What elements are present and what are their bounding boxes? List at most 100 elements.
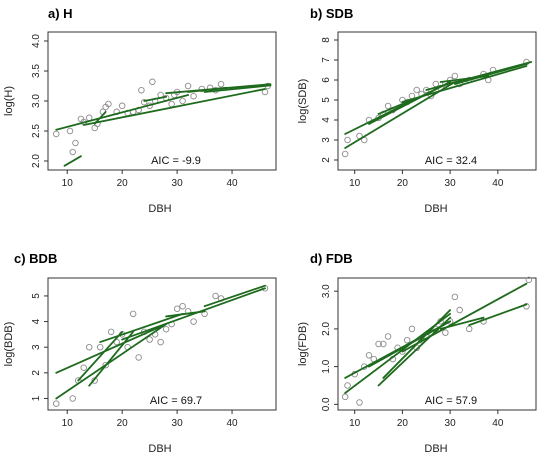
chart-2-y-tick-label: 3 [321, 137, 332, 143]
chart-3-data-point [96, 343, 104, 351]
chart-3-data-point [179, 302, 186, 310]
chart-2-x-tick-label: 30 [445, 178, 457, 189]
chart-3-data-point [146, 336, 153, 343]
chart-2-fit-line [377, 99, 413, 115]
chart-3-data-point [52, 400, 60, 407]
chart-2-data-point [344, 136, 351, 144]
chart-4-data-point [525, 276, 533, 284]
chart-1-x-tick-label: 40 [226, 178, 238, 189]
chart-1-y-tick-label: 3.5 [31, 64, 42, 78]
chart-4-data-point [380, 340, 387, 348]
chart-3-x-tick-label: 20 [117, 418, 129, 429]
chart-1-data-point [66, 127, 74, 135]
chart-2-x-axis-label: DBH [424, 203, 447, 215]
chart-3-data-point [157, 338, 164, 346]
chart-1-y-tick-label: 2.0 [31, 154, 42, 168]
chart-1-data-point [149, 78, 156, 86]
chart-4-x-tick-label: 30 [445, 418, 457, 429]
chart-4-x-tick-label: 40 [492, 418, 504, 429]
chart-3-data-point [162, 326, 170, 333]
chart-2-data-point [413, 86, 420, 94]
chart-1-fit-line [93, 110, 107, 125]
chart-1-fit-line [63, 155, 82, 167]
chart-3-title: c) BDB [14, 251, 57, 266]
chart-3-fit-line [77, 330, 124, 382]
chart-4-data-point [403, 336, 411, 344]
chart-3-fit-line [165, 310, 206, 318]
chart-2-y-tick-label: 4 [321, 117, 332, 123]
chart-2-y-tick-label: 8 [321, 37, 332, 43]
chart-1-x-tick-label: 20 [117, 178, 129, 189]
chart-1-y-tick-label: 3.0 [31, 94, 42, 108]
chart-1-y-axis-label: log(H) [3, 86, 15, 116]
chart-4-data-point [375, 340, 382, 348]
chart-4-data-point [465, 325, 473, 333]
chart-3-plot-frame [47, 277, 277, 411]
chart-1-data-point [168, 100, 175, 108]
chart-1-y-tick-label: 4.0 [31, 34, 42, 48]
chart-4-y-tick-label: 2.0 [321, 322, 332, 336]
chart-1-fit-line [187, 86, 228, 93]
chart-2-x-tick-label: 40 [492, 178, 504, 189]
chart-3-fit-line [99, 312, 184, 343]
chart-1-data-point [138, 86, 145, 94]
chart-4-aic-label: AIC = 57.9 [425, 395, 477, 407]
chart-4-plot-frame [337, 277, 537, 411]
chart-1-y-tick-label: 2.5 [31, 124, 42, 138]
chart-3-data-point [173, 305, 181, 313]
chart-3-fit-line [55, 323, 168, 400]
chart-1-data-point [52, 130, 60, 138]
chart-1-data-point [179, 97, 186, 105]
chart-2-data-point [451, 72, 459, 80]
chart-3-data-point [69, 395, 76, 402]
chart-1-fit-line [203, 84, 272, 93]
chart-3-fit-line [203, 284, 266, 308]
chart-2-fit-line [401, 65, 528, 103]
chart-1-data-point [72, 139, 79, 147]
chart-4-y-tick-label: 0.0 [321, 397, 332, 411]
chart-1-x-axis-label: DBH [148, 203, 171, 215]
chart-1-data-point [105, 100, 112, 108]
chart-1-data-point [190, 92, 197, 100]
chart-2-x-tick-label: 20 [397, 178, 409, 189]
chart-3-data-point [212, 292, 219, 300]
chart-2-data-point [432, 80, 440, 88]
chart-3-data-point [135, 354, 142, 361]
chart-4-fit-line [368, 320, 452, 368]
chart-3-data-point [102, 361, 109, 369]
chart-2-y-tick-label: 7 [321, 57, 332, 63]
chart-3-fit-line [55, 323, 168, 374]
chart-2-y-axis-label: log(SDB) [297, 79, 309, 124]
chart-4-data-point [442, 329, 449, 336]
chart-4-fit-line [468, 303, 528, 327]
chart-1-data-point [69, 148, 76, 156]
chart-4-fit-line [401, 282, 528, 353]
chart-1-x-tick-label: 30 [172, 178, 184, 189]
chart-2-y-tick-label: 6 [321, 77, 332, 83]
chart-3-y-tick-label: 4 [31, 318, 42, 324]
chart-1-fit-line [143, 95, 168, 102]
chart-2-x-tick-label: 10 [349, 178, 361, 189]
chart-2-title: b) SDB [310, 6, 353, 21]
chart-1-title: a) H [48, 6, 73, 21]
chart-3-data-point [80, 364, 87, 371]
chart-2-data-point [341, 150, 349, 158]
chart-4-data-point [356, 399, 363, 406]
chart-2-y-tick-label: 5 [321, 97, 332, 103]
chart-1-aic-label: AIC = -9.9 [151, 155, 201, 167]
chart-4-y-tick-label: 1.0 [321, 359, 332, 373]
chart-2-y-tick-label: 2 [321, 157, 332, 163]
chart-3-x-tick-label: 10 [62, 418, 74, 429]
chart-3-y-tick-label: 1 [31, 395, 42, 401]
chart-2-fit-line [453, 63, 528, 85]
chart-4-data-point [408, 325, 416, 333]
chart-2-plot-frame [337, 31, 537, 171]
chart-1-data-point [217, 80, 225, 88]
chart-4-data-point [384, 333, 392, 340]
chart-3-x-tick-label: 40 [226, 418, 238, 429]
chart-4-fit-line [439, 316, 485, 330]
chart-4-data-point [451, 293, 459, 301]
chart-4-data-point [365, 352, 373, 359]
chart-4-data-point [341, 393, 349, 401]
